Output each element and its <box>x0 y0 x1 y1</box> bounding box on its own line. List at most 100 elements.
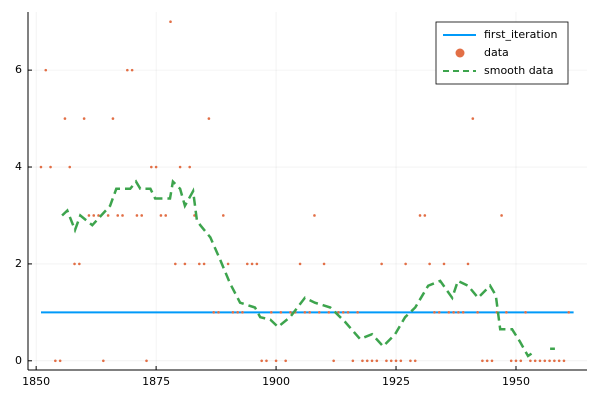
data-point <box>380 262 383 266</box>
data-point <box>365 359 369 363</box>
data-point <box>164 214 168 217</box>
data-point <box>437 311 441 314</box>
data-point <box>260 359 263 363</box>
y-tick-label: 6 <box>15 63 22 76</box>
data-point <box>92 214 96 217</box>
data-point <box>269 311 273 314</box>
data-point <box>317 311 321 314</box>
data-point <box>505 311 508 314</box>
data-point <box>241 311 244 314</box>
y-tick-label: 0 <box>15 354 22 367</box>
data-point <box>562 359 566 363</box>
x-tick-label: 1875 <box>142 375 170 388</box>
data-point <box>68 165 72 169</box>
data-point <box>197 262 201 266</box>
data-point <box>538 359 542 363</box>
data-point <box>121 214 124 217</box>
data-point <box>226 262 230 266</box>
series-line <box>61 179 555 358</box>
data-point <box>231 311 235 314</box>
data-point <box>298 262 302 266</box>
data-point <box>154 165 158 169</box>
data-point <box>140 214 144 217</box>
data-point <box>111 117 115 120</box>
data-point <box>188 165 192 169</box>
data-point <box>385 359 388 363</box>
data-point <box>423 214 427 217</box>
data-point <box>389 359 393 363</box>
data-point <box>327 311 331 314</box>
data-point <box>217 311 220 314</box>
data-point <box>116 214 120 217</box>
data-point <box>82 117 86 120</box>
data-point <box>548 359 551 363</box>
data-point <box>245 262 249 266</box>
data-point <box>394 359 398 363</box>
y-tick-label: 4 <box>15 160 22 173</box>
data-point <box>159 214 163 217</box>
data-point <box>284 359 287 363</box>
data-point <box>485 359 489 363</box>
data-point <box>452 311 455 314</box>
data-point <box>221 214 225 217</box>
data-point <box>557 359 561 363</box>
data-point <box>78 262 81 266</box>
data-point <box>126 68 129 72</box>
data-point <box>447 311 451 314</box>
data-point <box>337 311 340 314</box>
data-point <box>428 262 431 266</box>
data-point <box>49 165 52 169</box>
data-point <box>413 359 417 363</box>
legend-label: data <box>484 46 509 59</box>
data-point <box>183 262 187 266</box>
data-point <box>509 359 513 363</box>
data-point <box>289 311 292 314</box>
data-point <box>351 359 355 363</box>
legend-label: smooth data <box>484 64 553 77</box>
data-point <box>322 262 326 266</box>
data-point <box>212 311 215 314</box>
data-point <box>265 359 268 363</box>
data-point <box>102 359 105 363</box>
data-point <box>341 311 345 314</box>
data-point <box>524 311 527 314</box>
data-point <box>332 359 335 363</box>
data-point <box>433 311 436 314</box>
data-point <box>250 262 254 266</box>
data-point <box>490 359 494 363</box>
data-point <box>303 311 307 314</box>
data-point <box>106 214 110 217</box>
data-point <box>442 262 446 266</box>
data-point <box>399 359 403 363</box>
data-point <box>236 311 239 314</box>
data-point <box>461 311 465 314</box>
data-point <box>63 117 67 120</box>
data-point <box>150 165 153 169</box>
x-tick-label: 1950 <box>502 375 530 388</box>
data-point <box>135 214 139 217</box>
data-point <box>274 359 278 363</box>
data-point <box>471 117 475 120</box>
data-point <box>361 359 364 363</box>
data-point <box>39 165 43 169</box>
data-point <box>481 359 484 363</box>
x-tick-label: 1900 <box>262 375 290 388</box>
data-point <box>279 311 283 314</box>
data-point <box>313 214 316 217</box>
data-point <box>404 262 407 266</box>
data-point <box>418 214 422 217</box>
y-tick-label: 2 <box>15 257 22 270</box>
x-tick-label: 1850 <box>22 375 50 388</box>
data-point <box>543 359 547 363</box>
x-tick-label: 1925 <box>382 375 410 388</box>
data-point <box>308 311 311 314</box>
data-point <box>533 359 537 363</box>
data-point <box>375 359 379 363</box>
data-point <box>370 359 374 363</box>
data-point <box>457 311 460 314</box>
data-point <box>476 311 479 314</box>
data-point <box>567 311 571 314</box>
data-point <box>346 311 350 314</box>
